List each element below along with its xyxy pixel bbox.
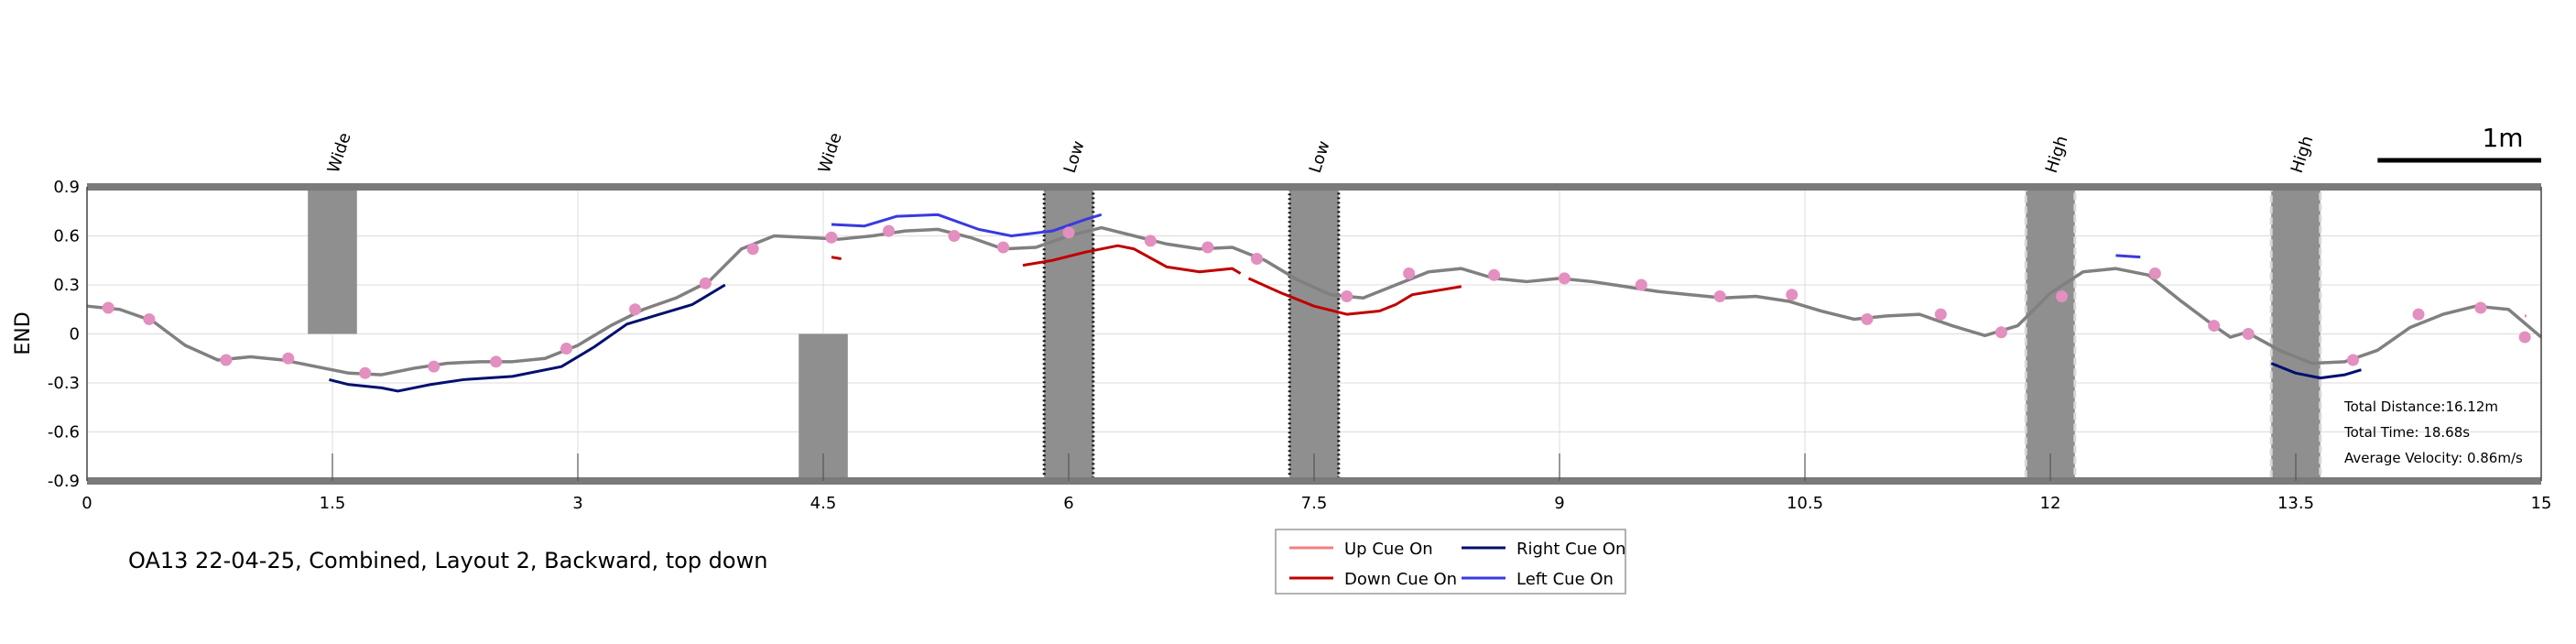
step-marker: [1934, 308, 1947, 321]
legend-box: [1275, 529, 1626, 595]
step-marker: [2412, 308, 2425, 321]
step-marker: [746, 243, 759, 256]
down-cue-on-segment-2: [1247, 277, 1462, 316]
y-tick-label: -0.6: [48, 423, 80, 442]
step-marker: [359, 366, 372, 379]
step-marker: [1558, 272, 1571, 285]
obstacle-label-2: Low: [1060, 138, 1089, 175]
step-marker: [1635, 278, 1647, 291]
left-cue-on-segment-1: [2115, 254, 2141, 259]
y-tick-label: 0: [70, 325, 80, 344]
step-marker: [882, 224, 895, 237]
legend: Up Cue On Right Cue On Down Cue On Left …: [1275, 529, 1626, 595]
step-marker: [2208, 320, 2221, 333]
step-marker: [428, 360, 440, 373]
step-marker: [1341, 289, 1353, 302]
step-marker: [1201, 241, 1214, 254]
step-marker: [1861, 312, 1874, 325]
x-tick-label: 10.5: [1787, 494, 1823, 513]
step-marker: [997, 241, 1010, 254]
x-tick-label: 6: [1063, 494, 1073, 513]
step-marker: [825, 231, 838, 244]
obstacle-0: [308, 187, 357, 334]
x-tick-label: 7.5: [1301, 494, 1328, 513]
step-marker: [1250, 252, 1263, 265]
chart-title: OA13 22-04-25, Combined, Layout 2, Backw…: [128, 548, 767, 573]
scale-bar: 1m: [2377, 123, 2541, 163]
legend-label-down: Down Cue On: [1344, 570, 1457, 589]
step-marker: [143, 312, 156, 325]
average-velocity: Average Velocity: 0.86m/s: [2344, 450, 2523, 466]
step-marker: [1488, 268, 1501, 281]
obstacle-label-3: Low: [1306, 138, 1334, 175]
x-tick-label: 0: [82, 494, 92, 513]
obstacle-label-5: High: [2288, 134, 2318, 176]
right-cue-on-segment-0: [329, 283, 726, 393]
obstacle-label-4: High: [2042, 134, 2072, 176]
step-marker: [282, 352, 295, 365]
step-marker: [2347, 354, 2360, 366]
step-marker: [1994, 326, 2007, 339]
step-marker: [2518, 331, 2531, 344]
step-marker: [2056, 289, 2069, 302]
y-tick-label: 0.9: [53, 178, 80, 197]
step-marker: [1786, 289, 1799, 301]
x-tick-label: 12: [2040, 494, 2061, 513]
legend-label-right: Right Cue On: [1516, 540, 1625, 559]
axis-ticks: 0 1.5 3 4.5 6 7.5 9 10.5 12 13.5 15 0.9 0.6 0.3 0 -0.3 -…: [48, 178, 2552, 513]
step-marker: [629, 303, 642, 316]
step-marker: [102, 301, 114, 314]
y-tick-label: 0.6: [53, 227, 80, 246]
left-cue-on-segment-0: [831, 213, 1103, 237]
total-distance: Total Distance:16.12m: [2343, 398, 2498, 415]
x-tick-label: 3: [572, 494, 582, 513]
x-tick-label: 9: [1554, 494, 1564, 513]
obstacle-4: [2024, 185, 2077, 483]
x-tick-label: 13.5: [2277, 494, 2314, 513]
total-time: Total Time: 18.68s: [2343, 424, 2470, 441]
step-marker: [1144, 235, 1157, 247]
down-cue-on-segment-1: [1022, 244, 1242, 275]
x-tick-label: 15: [2531, 494, 2552, 513]
y-tick-label: -0.9: [48, 472, 80, 491]
y-tick-label: 0.3: [53, 276, 80, 295]
step-marker: [2242, 328, 2255, 340]
step-marker: [699, 277, 712, 289]
y-tick-label: -0.3: [48, 374, 80, 393]
step-marker: [2474, 301, 2487, 314]
step-marker: [1713, 289, 1726, 302]
step-marker: [1403, 267, 1416, 280]
down-cue-on-segment-0: [831, 256, 842, 260]
step-markers: [102, 224, 2531, 379]
step-marker: [490, 355, 503, 368]
right-cue-on-segment-1: [2270, 362, 2362, 380]
step-marker: [948, 230, 961, 242]
step-marker: [220, 354, 233, 366]
step-marker: [2148, 267, 2161, 280]
scale-bar-label: 1m: [2482, 123, 2523, 153]
y-axis-label: END: [12, 311, 35, 355]
obstacle-5: [2269, 185, 2322, 483]
obstacle-label-0: Wide: [324, 130, 355, 175]
step-marker: [560, 343, 572, 355]
obstacle-3: [1288, 185, 1341, 483]
x-tick-label: 1.5: [320, 494, 346, 513]
stats-box: Total Distance:16.12m Total Time: 18.68s…: [2343, 398, 2523, 466]
x-tick-label: 4.5: [810, 494, 837, 513]
obstacle-label-1: Wide: [815, 130, 846, 175]
legend-label-up: Up Cue On: [1344, 540, 1433, 559]
step-marker: [1062, 226, 1075, 239]
legend-label-left: Left Cue On: [1516, 570, 1614, 589]
